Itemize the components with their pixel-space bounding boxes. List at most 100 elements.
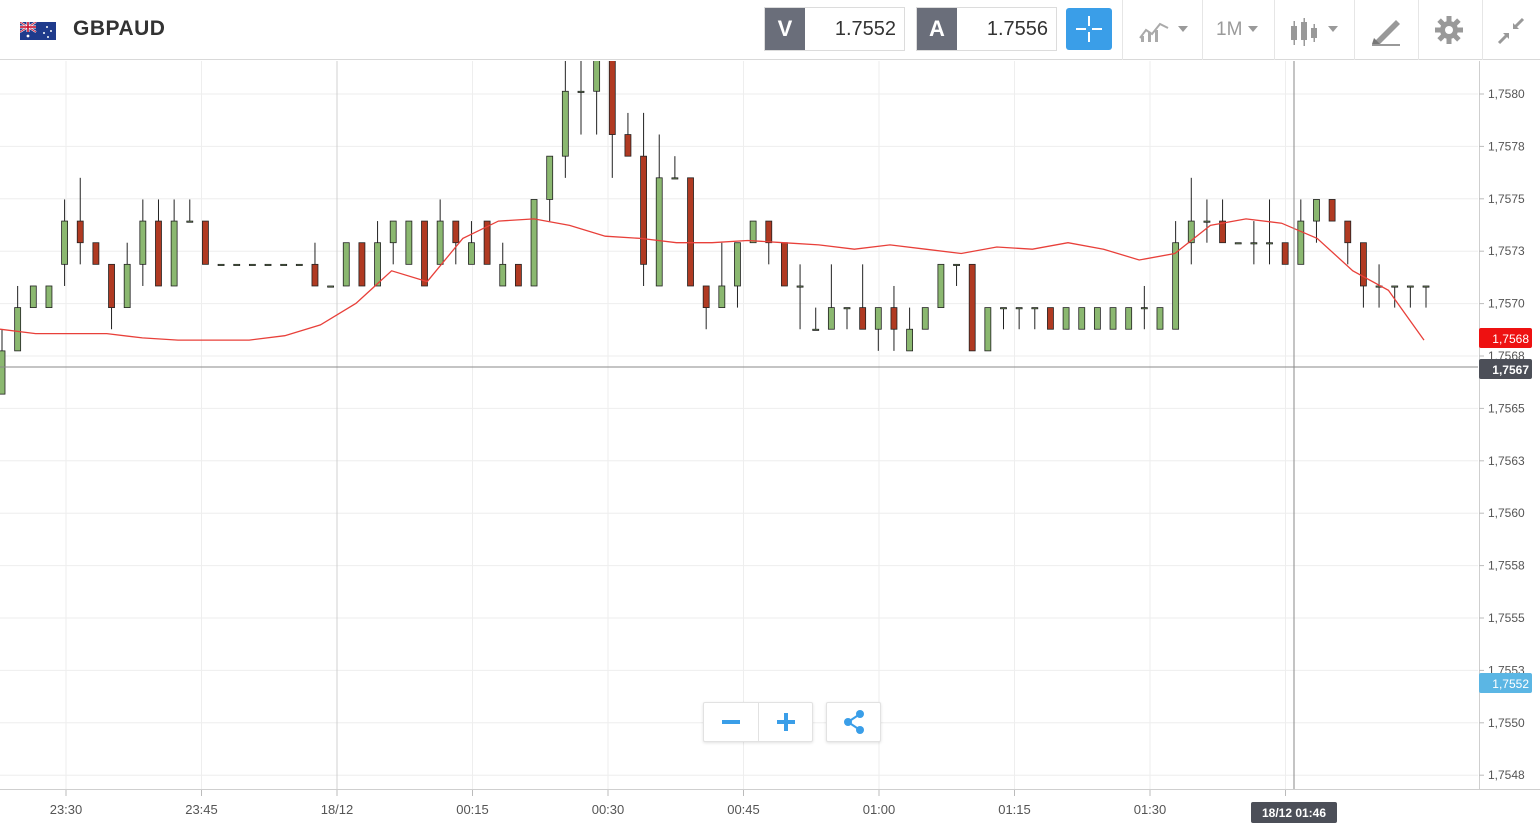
chart-type-icon (1139, 22, 1169, 42)
draw-tools-button[interactable] (1370, 16, 1402, 51)
candle (796, 264, 804, 330)
candle (295, 263, 303, 266)
y-tick-label: 1,7560 (1488, 506, 1525, 520)
candle (1360, 242, 1367, 308)
chart-type-button[interactable] (1138, 18, 1170, 49)
candle (1313, 199, 1320, 243)
candle (468, 221, 475, 265)
candle (248, 263, 256, 266)
sell-tag: V (765, 8, 805, 50)
chart-grid (0, 61, 1478, 789)
instrument-symbol: GBPAUD (73, 17, 166, 40)
candles (0, 61, 1430, 395)
x-tick-label: 23:30 (50, 802, 83, 817)
y-tick-label: 1,7558 (1488, 559, 1525, 573)
sell-price-box[interactable]: V 1.7552 (764, 7, 905, 51)
candle (1250, 221, 1258, 265)
y-tick-label: 1,7555 (1488, 611, 1525, 625)
candle (874, 307, 882, 351)
candle (1015, 307, 1023, 330)
candle (61, 199, 68, 286)
buy-price: 1.7556 (986, 18, 1048, 40)
zoom-in-button[interactable] (759, 703, 813, 741)
y-tick-label: 1,7580 (1488, 87, 1525, 101)
candle (1031, 307, 1039, 330)
candle (483, 220, 491, 265)
candle (0, 329, 6, 395)
indicators-caret (1328, 26, 1338, 32)
candle (1234, 242, 1242, 245)
candle (765, 220, 773, 265)
candle (812, 307, 820, 331)
candle (859, 264, 867, 330)
indicators-button[interactable] (1289, 16, 1321, 53)
collapse-button[interactable] (1497, 17, 1525, 50)
y-tick-label: 1,7565 (1488, 401, 1525, 415)
last-price-label: 1,7568 (1479, 328, 1532, 348)
candle (421, 220, 428, 287)
x-tick-label: 00:45 (727, 802, 760, 817)
candle (1078, 307, 1086, 330)
candle (342, 242, 350, 287)
x-axis-ticks: 23:30 23:45 18/12 00:15 00:30 00:45 01:00 01:15… (50, 790, 1302, 817)
candle (546, 155, 554, 222)
candle (827, 264, 835, 330)
candle (718, 242, 726, 309)
y-tick-label: 1,7548 (1488, 768, 1525, 782)
candle (624, 112, 632, 157)
candle (76, 177, 84, 265)
y-tick-label: 1,7563 (1488, 454, 1525, 468)
candle (593, 61, 601, 135)
candle (311, 242, 319, 287)
share-button[interactable] (826, 702, 881, 742)
candle (702, 285, 710, 330)
cursor-price-label: 1,7567 (1479, 359, 1532, 379)
timeframe-selector[interactable]: 1M (1216, 19, 1243, 40)
candle (890, 285, 898, 351)
candle (45, 285, 53, 309)
zoom-out-button[interactable] (704, 703, 758, 741)
cursor-time-text: 18/12 01:46 (1262, 806, 1326, 820)
crosshair-icon (1076, 16, 1102, 42)
candle (1422, 285, 1430, 308)
candle (1344, 220, 1352, 265)
candle (1093, 307, 1101, 330)
x-tick-label: 00:15 (456, 802, 489, 817)
candle (1266, 199, 1273, 265)
crosshair-button[interactable] (1066, 8, 1112, 50)
indicators-icon (1291, 18, 1317, 46)
candle (1140, 285, 1148, 330)
candle (327, 285, 335, 288)
candle (749, 220, 757, 244)
share-icon (844, 710, 864, 734)
candle (906, 307, 914, 352)
candle (687, 177, 694, 287)
collapse-icon (1497, 17, 1525, 45)
candle (530, 199, 538, 287)
zoom-controls (703, 702, 813, 742)
candle (1047, 307, 1054, 330)
candle (14, 285, 22, 352)
candle (123, 242, 131, 309)
x-tick-label: 18/12 (321, 802, 354, 817)
candle (1000, 307, 1007, 330)
candle (1172, 221, 1180, 330)
bid-price-label: 1,7552 (1479, 673, 1532, 693)
candle (655, 134, 663, 287)
price-chart[interactable]: 1,7580 1,7578 1,7575 1,7573 1,7570 1,7568 1,75… (0, 61, 1540, 828)
candle (781, 242, 788, 287)
candle (1125, 307, 1133, 330)
buy-price-box[interactable]: A 1.7556 (916, 7, 1057, 51)
candle (514, 263, 522, 287)
candle (405, 220, 413, 265)
cursor-price-text: 1,7567 (1492, 363, 1529, 377)
chart-type-caret (1178, 26, 1188, 32)
candle (1391, 285, 1399, 308)
sell-price: 1.7552 (834, 18, 896, 40)
candle (984, 307, 992, 352)
candle (217, 263, 225, 266)
candle (264, 263, 272, 266)
buy-tag: A (917, 8, 957, 50)
candle (233, 263, 241, 266)
settings-button[interactable] (1434, 15, 1464, 50)
